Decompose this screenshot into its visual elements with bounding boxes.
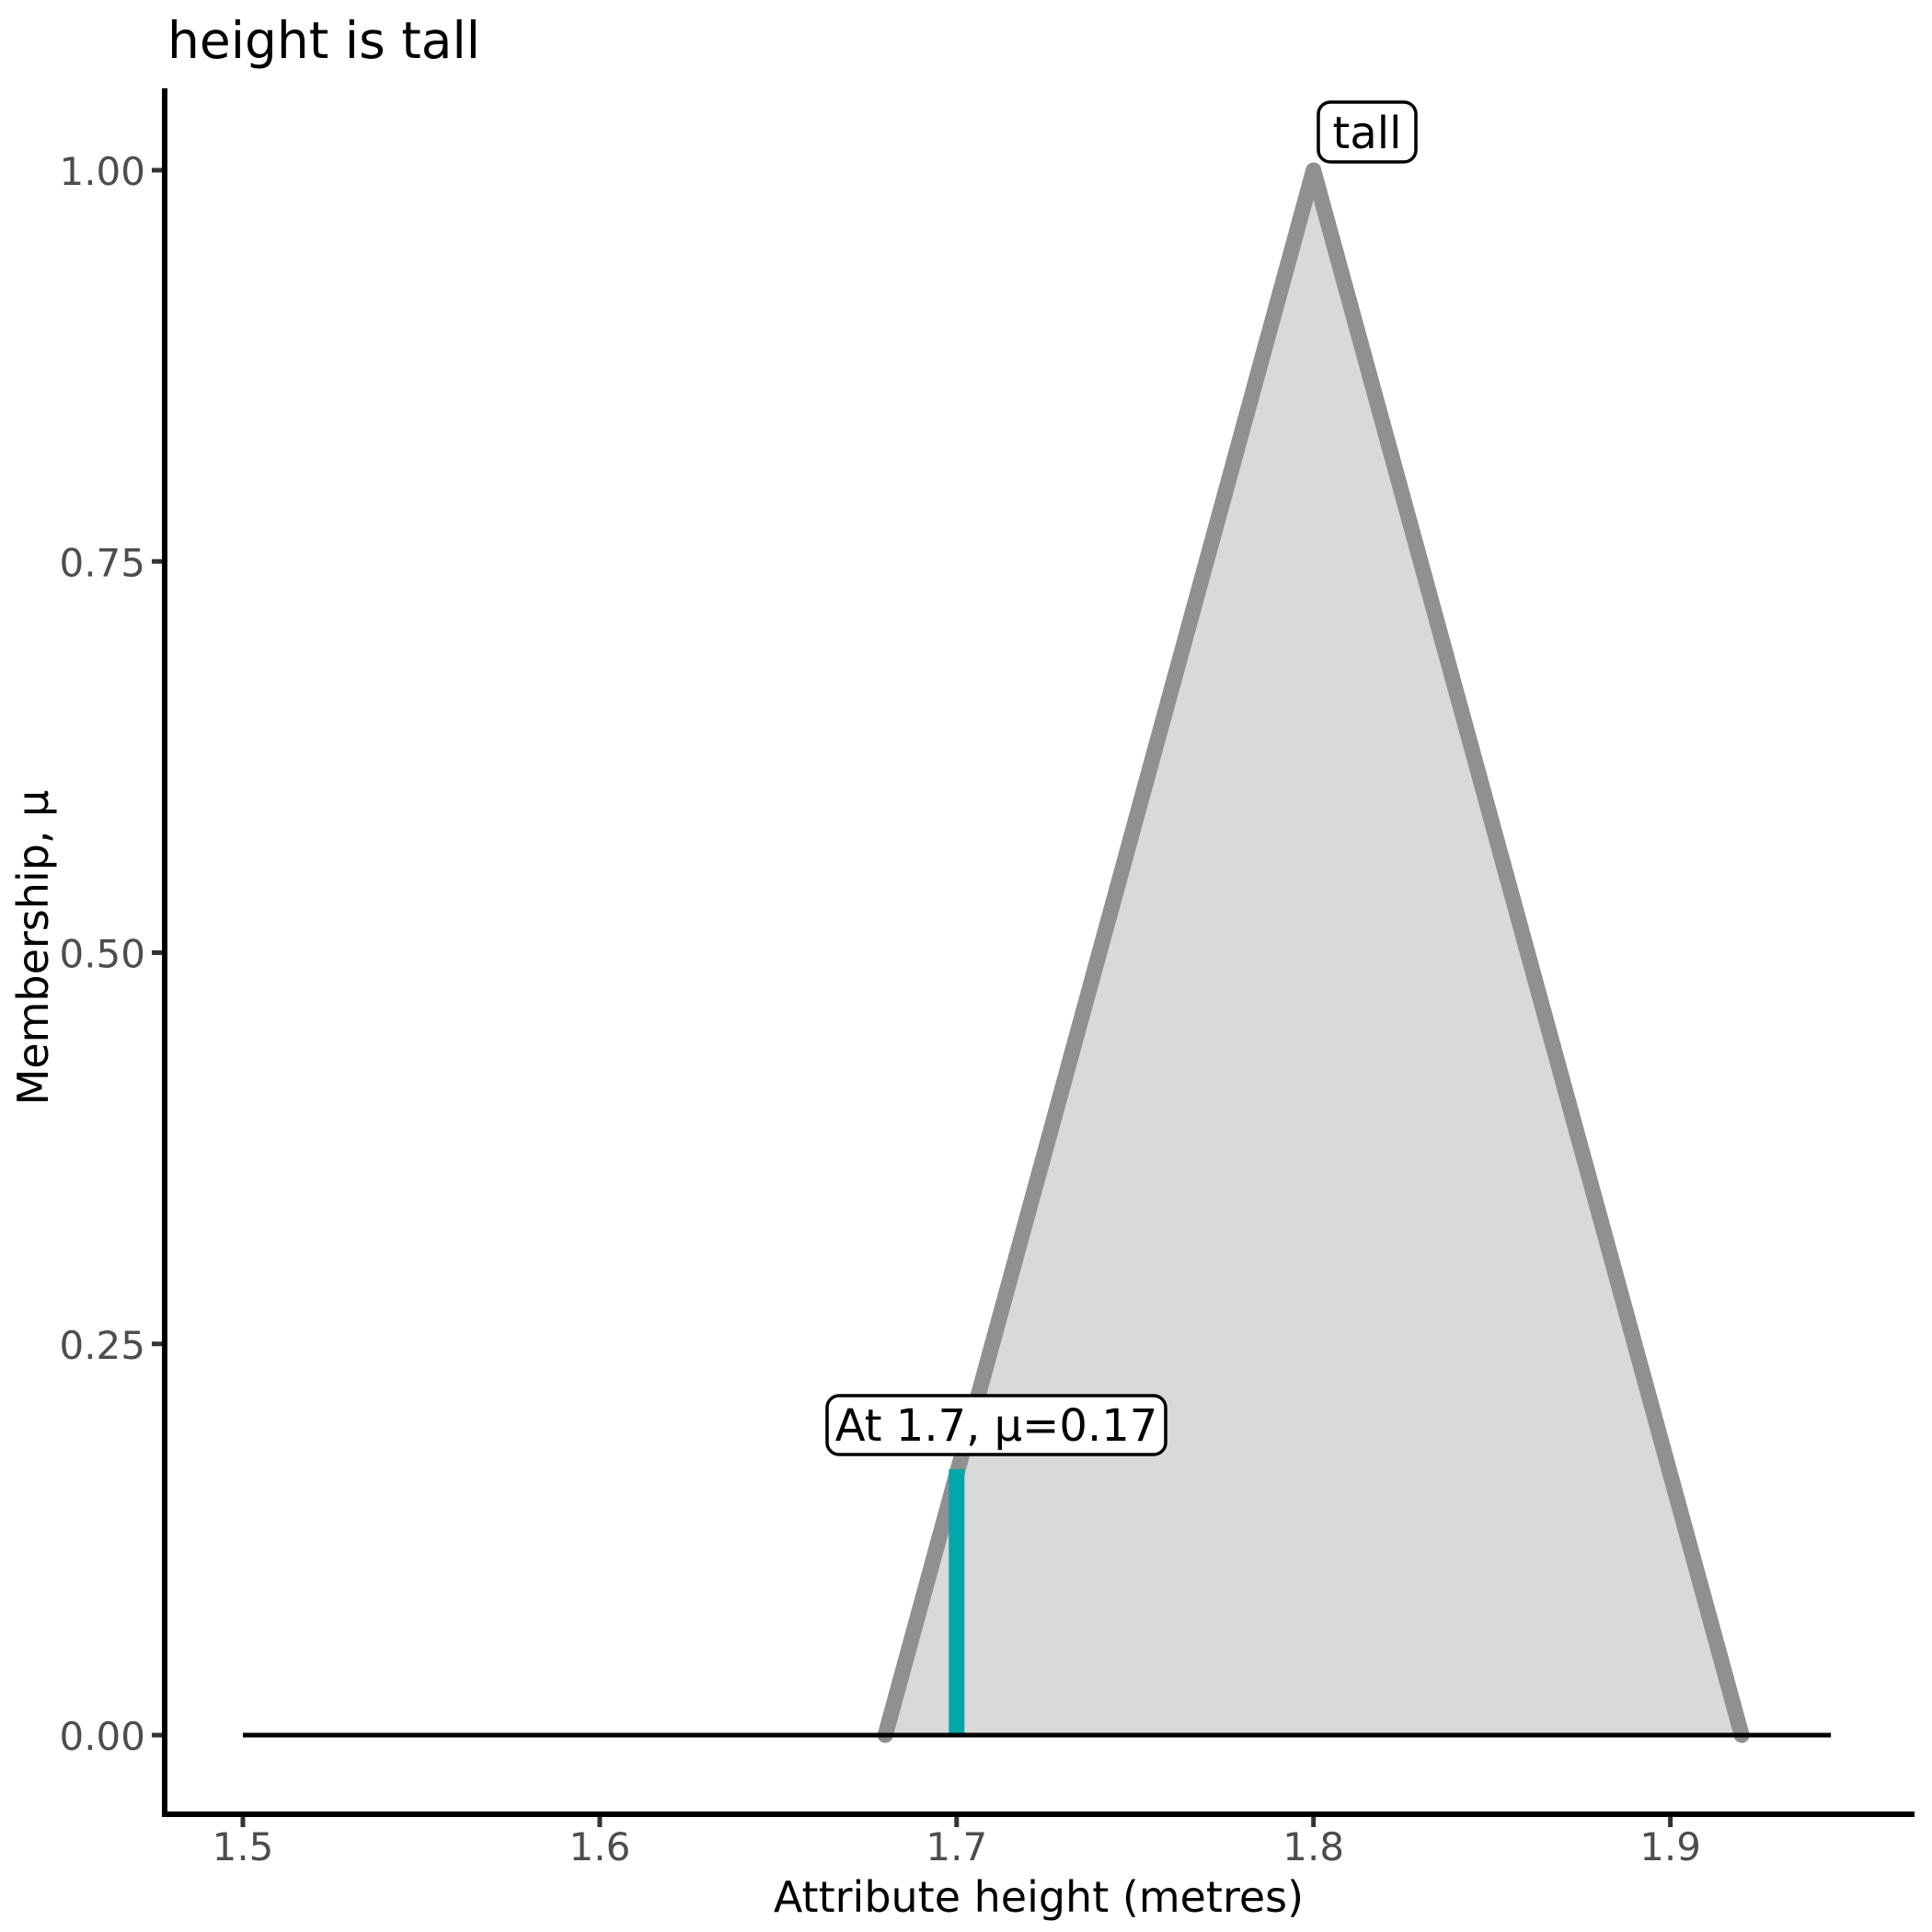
y-tick-label: 1.00 <box>59 149 145 194</box>
highlight-annotation-box <box>825 1394 1167 1456</box>
y-tick-label: 0.00 <box>59 1714 145 1759</box>
y-tick-label: 0.50 <box>59 932 145 977</box>
x-tick-label: 1.6 <box>569 1824 631 1869</box>
plot-area <box>243 162 1832 1743</box>
x-axis-title: Attribute height (metres) <box>774 1872 1304 1922</box>
x-tick-label: 1.9 <box>1639 1824 1701 1869</box>
y-tick-label: 0.75 <box>59 540 145 585</box>
axes: 1.5 1.6 1.7 1.8 1.9 0.00 0.25 0.50 0.75 1.00 <box>59 88 1915 1869</box>
y-axis-title: Membership, μ <box>8 790 58 1106</box>
y-tick-label: 0.25 <box>59 1323 145 1368</box>
highlight-annotation-text: At 1.7, μ=0.17 <box>835 1400 1158 1452</box>
set-label-annotation: tall <box>1317 100 1418 164</box>
x-tick-label: 1.5 <box>213 1824 274 1869</box>
set-label-box <box>1317 100 1418 164</box>
highlight-annotation: At 1.7, μ=0.17 <box>825 1394 1167 1456</box>
set-label-text: tall <box>1333 108 1402 159</box>
membership-outline <box>877 162 1750 1743</box>
x-tick-label: 1.7 <box>926 1824 987 1869</box>
x-tick-label: 1.8 <box>1282 1824 1344 1869</box>
chart-title: height is tall <box>167 11 480 70</box>
membership-area <box>885 170 1742 1735</box>
